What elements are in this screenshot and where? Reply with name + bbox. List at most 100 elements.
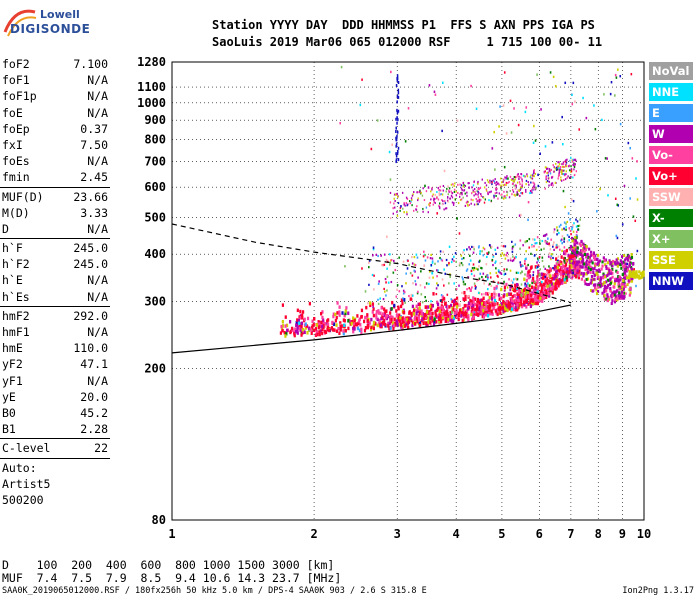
- echo-point: [430, 190, 432, 193]
- echo-point: [310, 331, 313, 335]
- echo-point: [418, 306, 421, 310]
- echo-point: [499, 271, 501, 274]
- echo-point: [559, 165, 562, 168]
- echo-point: [376, 119, 379, 122]
- echo-point: [581, 249, 584, 253]
- echo-point: [517, 271, 520, 274]
- echo-point: [486, 179, 489, 182]
- echo-point: [509, 259, 512, 262]
- echo-point: [569, 218, 571, 221]
- echo-point: [411, 320, 414, 325]
- echo-point: [449, 315, 452, 319]
- echo-point: [398, 290, 401, 293]
- echo-point: [359, 323, 362, 327]
- echo-point: [544, 234, 546, 237]
- echo-point: [485, 263, 488, 266]
- echo-point: [439, 299, 442, 302]
- echo-point: [416, 309, 419, 313]
- echo-point: [339, 324, 342, 329]
- echo-point: [551, 182, 554, 185]
- echo-point: [377, 254, 379, 258]
- echo-point: [636, 160, 638, 163]
- echo-point: [535, 295, 538, 300]
- echo-point: [510, 279, 513, 282]
- echo-point: [511, 250, 514, 253]
- echo-point: [619, 295, 623, 299]
- echo-point: [560, 238, 563, 241]
- echo-point: [548, 169, 551, 172]
- echo-point: [532, 187, 534, 190]
- echo-point: [569, 273, 572, 277]
- echo-point: [442, 200, 444, 203]
- echo-point: [496, 302, 499, 306]
- param-label: D: [2, 221, 9, 236]
- echo-point: [629, 265, 633, 269]
- echo-point: [595, 288, 598, 292]
- echo-point: [527, 263, 529, 267]
- echo-point: [539, 290, 542, 294]
- echo-point: [495, 260, 497, 263]
- echo-point: [439, 256, 441, 260]
- echo-point: [620, 255, 624, 259]
- echo-point: [511, 259, 514, 263]
- echo-point: [544, 289, 548, 293]
- echo-point: [570, 265, 573, 269]
- echo-point: [305, 324, 308, 328]
- echo-point: [468, 263, 471, 266]
- echo-point: [430, 263, 433, 267]
- echo-point: [448, 282, 450, 285]
- echo-point: [565, 159, 567, 162]
- echo-point: [536, 277, 539, 281]
- echo-point: [450, 310, 454, 314]
- echo-point: [453, 311, 456, 316]
- echo-point: [306, 331, 309, 335]
- echo-point: [338, 305, 341, 309]
- echo-point: [396, 284, 399, 287]
- echo-point: [409, 271, 412, 275]
- echo-point: [394, 193, 397, 196]
- echo-point: [554, 273, 557, 277]
- echo-point: [554, 167, 556, 170]
- echo-point: [513, 184, 515, 187]
- echo-point: [279, 331, 283, 335]
- echo-point: [507, 259, 510, 262]
- echo-point: [553, 166, 555, 169]
- echo-point: [574, 163, 576, 166]
- echo-point: [451, 196, 454, 199]
- echo-point: [356, 326, 360, 331]
- echo-point: [554, 287, 557, 291]
- echo-point: [509, 285, 512, 289]
- echo-point: [404, 204, 406, 207]
- echo-point: [455, 305, 459, 309]
- echo-point: [556, 233, 558, 236]
- echo-point: [410, 200, 412, 203]
- echo-point: [407, 107, 410, 110]
- echo-point: [303, 317, 306, 322]
- param-label: yE: [2, 389, 16, 404]
- echo-point: [610, 294, 613, 298]
- echo-point: [373, 288, 375, 291]
- echo-point: [411, 255, 413, 259]
- echo-point: [516, 282, 519, 287]
- echo-point: [461, 264, 464, 267]
- echo-point: [514, 286, 517, 289]
- echo-point: [418, 308, 422, 313]
- echo-point: [628, 274, 631, 278]
- echo-point: [455, 260, 457, 263]
- echo-point: [339, 327, 342, 332]
- echo-point: [572, 158, 574, 161]
- echo-point: [397, 80, 400, 84]
- echo-point: [404, 324, 407, 328]
- echo-point: [416, 205, 418, 208]
- echo-point: [322, 325, 325, 330]
- echo-point: [526, 239, 529, 243]
- echo-point: [461, 193, 463, 196]
- echo-point: [495, 287, 498, 290]
- echo-point: [578, 268, 581, 273]
- echo-point: [396, 214, 399, 217]
- y-tick-label: 80: [152, 513, 166, 527]
- echo-point: [528, 291, 531, 295]
- echo-point: [347, 326, 350, 331]
- echo-point: [558, 165, 560, 168]
- echo-point: [532, 276, 535, 281]
